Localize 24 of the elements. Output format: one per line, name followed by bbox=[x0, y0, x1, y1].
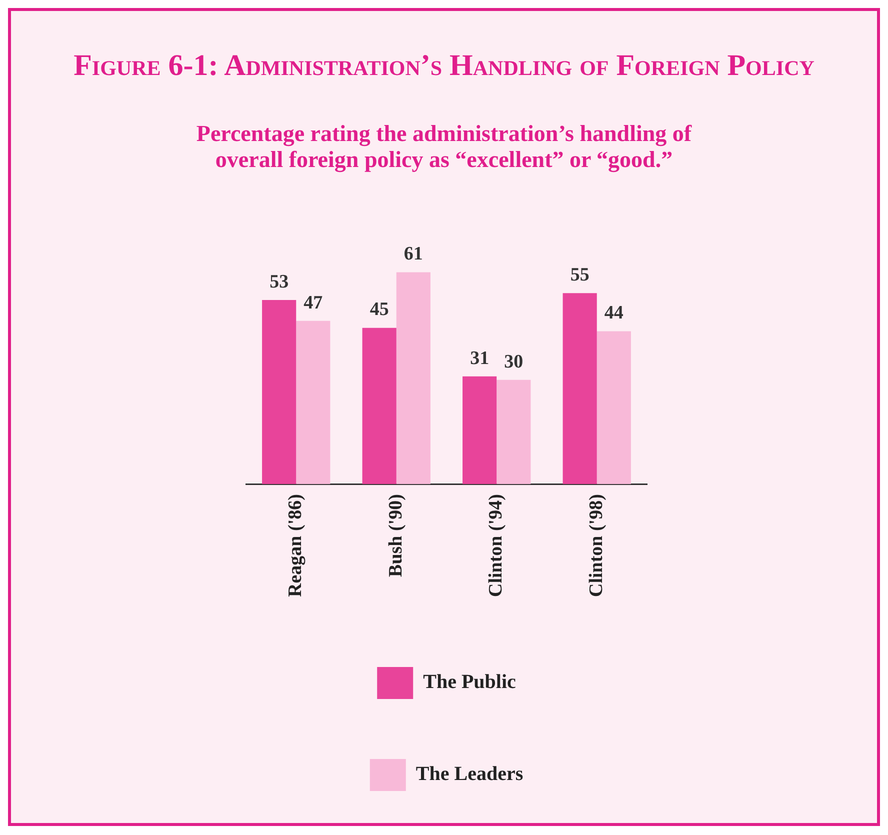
bar bbox=[362, 328, 396, 484]
chart-subtitle: Percentage rating the administration’s handling of overall foreign policy as “excellent” or “good.” bbox=[195, 121, 693, 173]
legend-label: The Public bbox=[423, 671, 516, 694]
data-label: 53 bbox=[270, 271, 289, 292]
data-label: 31 bbox=[470, 348, 490, 369]
bar bbox=[262, 300, 296, 484]
chart-title: Figure 6-1: Administration’s Handling of Foreign Policy bbox=[72, 49, 816, 83]
bar bbox=[562, 293, 597, 484]
data-label: 44 bbox=[604, 302, 624, 324]
bar bbox=[462, 376, 497, 484]
data-label: 45 bbox=[370, 299, 389, 320]
bar bbox=[596, 331, 631, 484]
bar bbox=[296, 320, 330, 484]
x-tick-label: Bush ('90) bbox=[385, 494, 406, 577]
data-label: 30 bbox=[504, 351, 524, 372]
bar bbox=[396, 272, 430, 484]
x-tick-label: Clinton ('94) bbox=[486, 494, 507, 598]
data-label: 47 bbox=[304, 292, 324, 314]
data-label: 61 bbox=[404, 244, 423, 265]
data-label: 55 bbox=[570, 264, 590, 286]
legend-label: The Leaders bbox=[416, 763, 524, 786]
bar bbox=[496, 380, 531, 484]
x-tick-label: Reagan ('86) bbox=[285, 494, 306, 597]
x-tick-label: Clinton ('98) bbox=[586, 494, 607, 598]
